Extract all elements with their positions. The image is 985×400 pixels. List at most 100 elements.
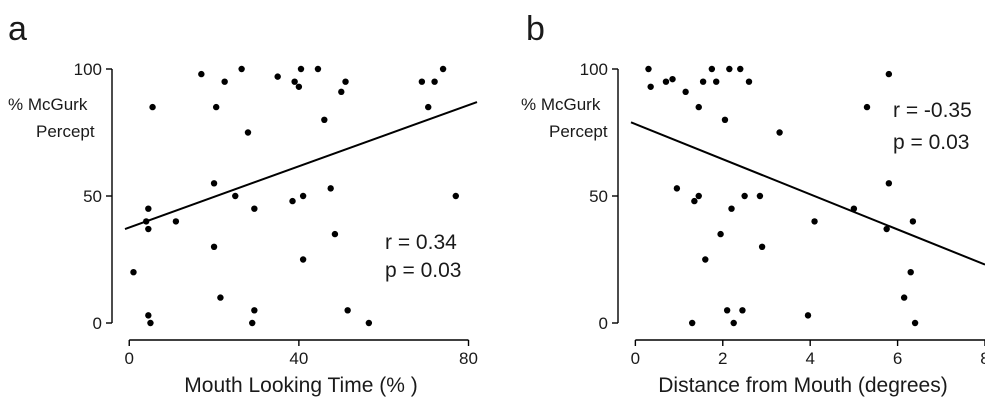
panel-a-data-point (147, 319, 154, 327)
panel-b-letter: b (526, 10, 545, 48)
panel-a-data-point (299, 256, 307, 263)
panel-a-data-point (291, 78, 298, 85)
panel-a-data-point (149, 103, 156, 111)
panel-b-data-point (688, 319, 696, 327)
panel-b: b % McGurk Percept r = -0.35 p = 0.03 Di… (521, 10, 985, 397)
panel-b-data-point (647, 83, 654, 90)
panel-b-data-point (645, 65, 652, 73)
panel-a-p-annotation: p = 0.03 (385, 259, 461, 282)
panel-a-letter: a (8, 10, 27, 48)
panel-b-data-point (811, 218, 818, 225)
panel-b-data-point (900, 294, 908, 301)
panel-b-data-point (730, 319, 737, 327)
panel-a-data-point (145, 205, 152, 212)
panel-b-data-point (702, 256, 709, 263)
panel-a: a % McGurk Percept r = 0.34 p = 0.03 Mou… (8, 10, 478, 397)
panel-a-x-tick-label: 0 (125, 349, 134, 368)
panel-a-plot: 0 40 80 0 50 100 (74, 60, 478, 368)
panel-b-p-annotation: p = 0.03 (893, 131, 969, 154)
panel-b-data-point (883, 225, 890, 233)
panel-b-ylabel-line2: Percept (549, 122, 608, 141)
panel-a-data-point (145, 225, 152, 233)
panel-a-y-tick-label: 0 (93, 314, 102, 333)
panel-b-data-point (691, 197, 698, 205)
panel-a-data-point (238, 65, 245, 73)
panel-a-data-point (327, 185, 334, 192)
panel-b-data-point (804, 312, 812, 319)
panel-b-x-tick-label: 4 (805, 349, 814, 368)
panel-a-data-point (299, 192, 307, 200)
panel-a-data-point (198, 70, 205, 78)
panel-b-data-point (723, 307, 731, 314)
panel-a-data-point (249, 319, 256, 327)
panel-a-data-point (212, 103, 220, 111)
panel-a-data-point (143, 218, 150, 225)
panel-a-x-tick-label: 40 (289, 349, 308, 368)
panel-b-data-point (745, 78, 753, 85)
panel-a-y-tick-label: 100 (74, 60, 102, 79)
panel-b-data-point (695, 192, 702, 200)
panel-a-data-point (130, 269, 137, 276)
panel-a-data-point (145, 312, 152, 319)
panel-b-x-tick-label: 8 (980, 349, 985, 368)
panel-b-data-point (673, 185, 681, 192)
panel-b-data-point (669, 75, 676, 83)
panel-b-fit-line (630, 121, 985, 266)
panel-b-data-point (739, 307, 746, 314)
panel-a-data-point (431, 78, 438, 85)
panel-b-data-point (885, 180, 893, 187)
panel-a-data-point (251, 205, 258, 212)
panel-a-data-point (452, 192, 459, 200)
panel-b-data-point (695, 103, 702, 111)
panel-b-data-point (756, 192, 764, 200)
panel-b-data-point (713, 78, 720, 85)
panel-b-data-point (717, 230, 724, 238)
panel-b-data-point (726, 65, 733, 73)
panel-b-data-point (708, 65, 716, 73)
panel-b-data-point (699, 78, 707, 85)
panel-a-y-tick-label: 50 (83, 187, 102, 206)
panel-b-ylabel-line1: % McGurk (521, 95, 601, 114)
panel-b-x-tick-label: 2 (718, 349, 727, 368)
panel-a-data-point (232, 192, 239, 200)
panel-b-data-point (776, 129, 783, 136)
panel-b-data-point (662, 78, 670, 85)
panel-a-data-point (172, 218, 180, 225)
panel-b-data-point (907, 269, 914, 276)
panel-b-plot: 0 2 4 6 8 0 50 100 (580, 60, 985, 368)
panel-a-data-point (331, 230, 339, 238)
panel-b-data-point (911, 319, 919, 327)
panel-b-y-tick-label: 0 (599, 314, 608, 333)
panel-a-data-point (425, 103, 432, 111)
panel-a-data-point (321, 116, 328, 124)
panel-b-x-tick-label: 0 (631, 349, 640, 368)
panel-a-data-point (210, 180, 218, 187)
panel-b-data-point (721, 116, 729, 124)
panel-a-data-point (418, 78, 426, 85)
panel-a-x-tick-label: 80 (459, 349, 478, 368)
panel-b-data-point (741, 192, 748, 200)
panel-a-xlabel: Mouth Looking Time (% ) (184, 374, 417, 397)
panel-a-data-point (274, 73, 281, 80)
panel-a-data-point (289, 197, 296, 205)
panel-b-y-tick-label: 50 (589, 187, 608, 206)
panel-a-data-point (221, 78, 228, 85)
panel-b-x-tick-label: 6 (893, 349, 902, 368)
panel-b-y-tick-label: 100 (580, 60, 608, 79)
panel-a-r-annotation: r = 0.34 (385, 231, 457, 254)
panel-a-ylabel-line2: Percept (36, 122, 95, 141)
panel-a-data-point (439, 65, 447, 73)
panel-a-data-point (314, 65, 322, 73)
panel-a-ylabel-line1: % McGurk (8, 95, 88, 114)
panel-a-data-point (217, 294, 224, 301)
panel-a-data-point (251, 307, 258, 314)
panel-a-data-point (297, 65, 305, 73)
panel-b-data-point (758, 243, 766, 250)
panel-a-data-point (342, 78, 349, 85)
panel-a-data-point (365, 319, 373, 327)
panel-b-data-point (850, 205, 858, 212)
panel-b-xlabel: Distance from Mouth (degrees) (658, 374, 947, 397)
panel-b-data-point (885, 70, 893, 78)
panel-b-r-annotation: r = -0.35 (893, 99, 972, 122)
